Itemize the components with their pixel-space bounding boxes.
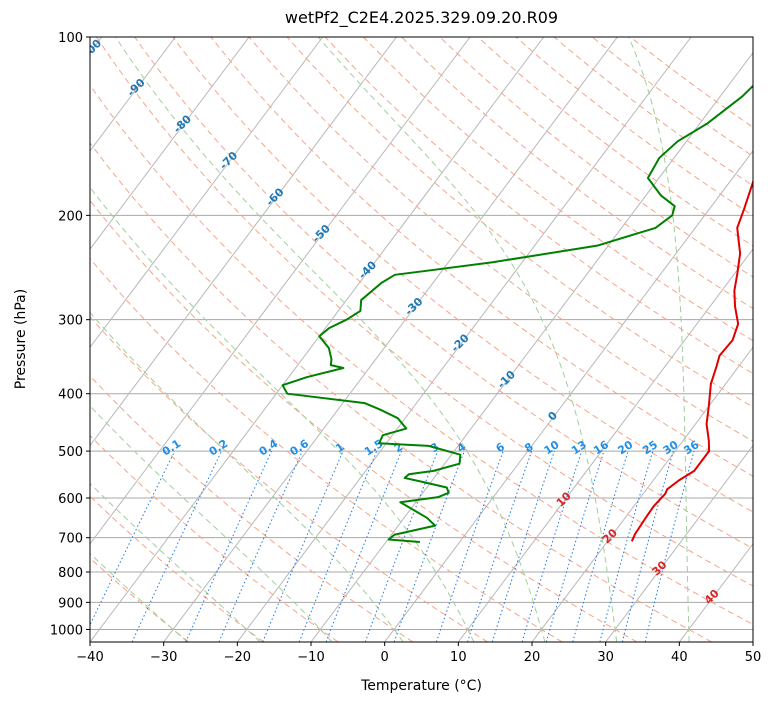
x-tick-label: 20 (524, 650, 541, 665)
mixing-ratio-line (599, 450, 654, 642)
y-tick-label: 100 (58, 31, 83, 46)
mixing-ratio-line (218, 450, 303, 642)
x-tick-label: 0 (381, 650, 389, 665)
x-tick-label: 30 (597, 650, 614, 665)
isotherm-line (90, 37, 176, 152)
y-tick-label: 200 (58, 209, 83, 224)
dry-adiabat-line (96, 37, 753, 587)
moist-adiabat-lines (90, 37, 690, 642)
y-tick-label: 700 (58, 532, 83, 547)
mixing-ratio-line (364, 450, 439, 642)
mixing-ratio-line (185, 450, 273, 642)
moist-adiabat-line (628, 37, 690, 642)
x-tick-label: 10 (450, 650, 467, 665)
mixing-ratio-line (262, 450, 344, 642)
isotherm-line (236, 37, 692, 642)
x-tick-label: −30 (150, 650, 177, 665)
dry-adiabat-line (90, 257, 563, 642)
dry-adiabat-line (90, 142, 712, 642)
y-axis-label: Pressure (hPa) (13, 288, 29, 390)
isotherm-line (90, 37, 250, 250)
mixing-ratio-line (298, 450, 378, 642)
moist-adiabat-line (90, 311, 404, 642)
x-axis-ticks: −40 −30 −20 −10 0 10 20 30 40 50 (76, 642, 761, 665)
mixing-ratio-line (491, 450, 555, 642)
x-tick-label: −20 (224, 650, 251, 665)
isotherm-line (310, 51, 753, 642)
dry-adiabat-line (363, 37, 753, 342)
y-axis-ticks: 1000 900 800 700 600 500 400 300 200 100 (50, 31, 90, 638)
y-tick-label: 800 (58, 566, 83, 581)
chart-title: wetPf2_C2E4.2025.329.09.20.R09 (284, 8, 559, 27)
mixing-ratio-line (467, 450, 533, 642)
x-axis-label: Temperature (°C) (361, 678, 482, 694)
x-tick-label: 40 (671, 650, 688, 665)
y-tick-label: 900 (58, 596, 83, 611)
mixing-ratio-line (644, 450, 695, 642)
mixing-ratio-line (435, 450, 504, 642)
moist-adiabat-line (90, 552, 188, 642)
mixing-ratio-line (521, 450, 583, 642)
dry-adiabat-line (210, 37, 753, 477)
mixing-ratio-line (90, 450, 176, 627)
mixing-ratio-line (572, 450, 629, 642)
y-tick-label: 1000 (50, 623, 83, 638)
x-tick-label: 50 (745, 650, 762, 665)
dry-adiabat-line (172, 37, 753, 513)
y-tick-label: 600 (58, 492, 83, 507)
isotherm-line (457, 248, 753, 642)
dewpoint-profile-line (281, 84, 753, 544)
plot-area: 0.10.20.40.611.52346810131620253036-100-… (90, 37, 753, 642)
isotherm-line (90, 37, 397, 447)
mixing-ratio-line (393, 450, 465, 642)
moist-adiabat-line (90, 405, 333, 642)
isotherm-line (90, 37, 324, 349)
x-tick-label: −10 (297, 650, 324, 665)
isotherm-line (90, 37, 545, 642)
moist-adiabat-line (90, 186, 475, 642)
moist-adiabat-line (317, 37, 618, 642)
moist-adiabat-line (115, 37, 546, 642)
dry-adiabat-line (134, 37, 753, 550)
mixing-ratio-line (325, 450, 402, 642)
dry-adiabat-line (401, 37, 753, 310)
mixing-ratio-lines (90, 450, 695, 642)
y-tick-label: 500 (58, 445, 83, 460)
dry-adiabat-line (248, 37, 753, 442)
dry-adiabat-line (90, 375, 414, 642)
isotherm-line (90, 37, 471, 545)
mixing-ratio-line (545, 450, 605, 642)
y-tick-label: 300 (58, 314, 83, 329)
isotherm-line (605, 444, 753, 642)
isotherm-line (163, 37, 618, 642)
mixing-ratio-line (621, 450, 674, 642)
isotherm-lines (90, 37, 753, 642)
plot-frame (89, 36, 754, 643)
moist-adiabat-line (90, 482, 261, 642)
isotherm-line (384, 150, 753, 642)
isotherm-line (531, 346, 753, 642)
dry-adiabat-line (90, 199, 638, 642)
x-tick-label: −40 (76, 650, 103, 665)
temperature-profile-line (630, 178, 753, 542)
y-tick-label: 400 (58, 388, 83, 403)
sounding-profiles (281, 84, 753, 544)
dry-adiabat-line (90, 84, 753, 626)
